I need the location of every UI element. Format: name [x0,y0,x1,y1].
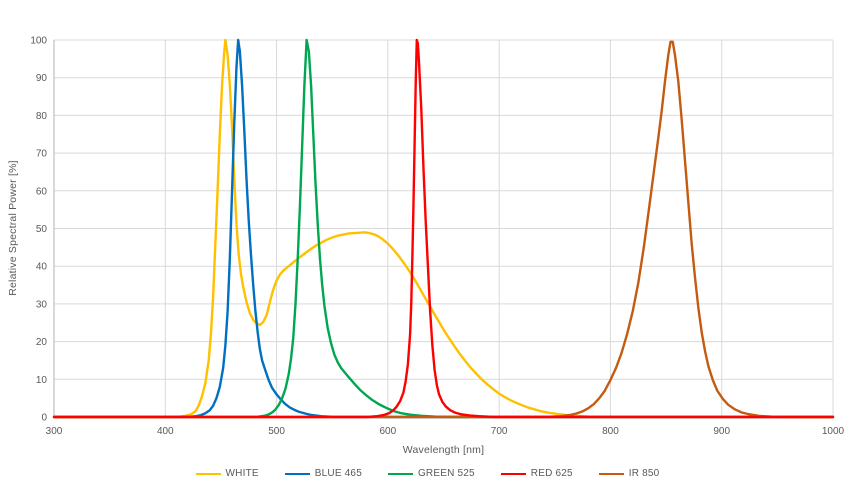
legend-swatch-blue-465 [284,472,310,475]
legend-label: IR 850 [628,468,660,479]
x-axis-title: Wavelength [nm] [402,444,485,456]
x-tick-label: 300 [46,426,63,437]
y-tick-label: 30 [36,299,48,310]
legend-swatch-ir-850 [598,472,624,475]
legend-item-green-525: GREEN 525 [387,468,475,479]
legend-item-ir-850: IR 850 [598,468,660,479]
x-tick-label: 500 [268,426,285,437]
x-tick-label: 600 [380,426,397,437]
legend-label: WHITE [225,468,259,479]
x-tick-label: 400 [157,426,174,437]
series-line-green-525 [52,38,835,419]
legend-item-red-625: RED 625 [500,468,573,479]
x-tick-label: 800 [602,426,619,437]
legend-label: RED 625 [530,468,573,479]
series-line-ir-850 [52,40,835,419]
y-tick-label: 100 [30,36,47,47]
y-tick-label: 60 [36,186,48,197]
legend-swatch-white [195,472,221,475]
legend: WHITE BLUE 465 GREEN 525 RED 625 IR 850 [0,468,855,479]
y-tick-label: 50 [36,224,48,235]
series-line-white [52,38,835,419]
y-tick-label: 90 [36,73,48,84]
legend-item-blue-465: BLUE 465 [284,468,362,479]
series-line-red-625 [52,38,835,419]
y-tick-label: 20 [36,337,48,348]
y-tick-label: 80 [36,111,48,122]
series-line-blue-465 [52,38,835,419]
legend-swatch-green-525 [387,472,413,475]
x-tick-label: 900 [713,426,730,437]
y-tick-label: 0 [41,413,47,424]
legend-label: BLUE 465 [314,468,362,479]
legend-item-white: WHITE [195,468,259,479]
x-tick-label: 1000 [822,426,845,437]
legend-label: GREEN 525 [417,468,475,479]
legend-swatch-red-625 [500,472,526,475]
y-tick-label: 10 [36,375,48,386]
y-axis-title: Relative Spectral Power [%] [7,160,19,296]
y-tick-label: 70 [36,149,48,160]
y-tick-label: 40 [36,262,48,273]
x-tick-label: 700 [491,426,508,437]
